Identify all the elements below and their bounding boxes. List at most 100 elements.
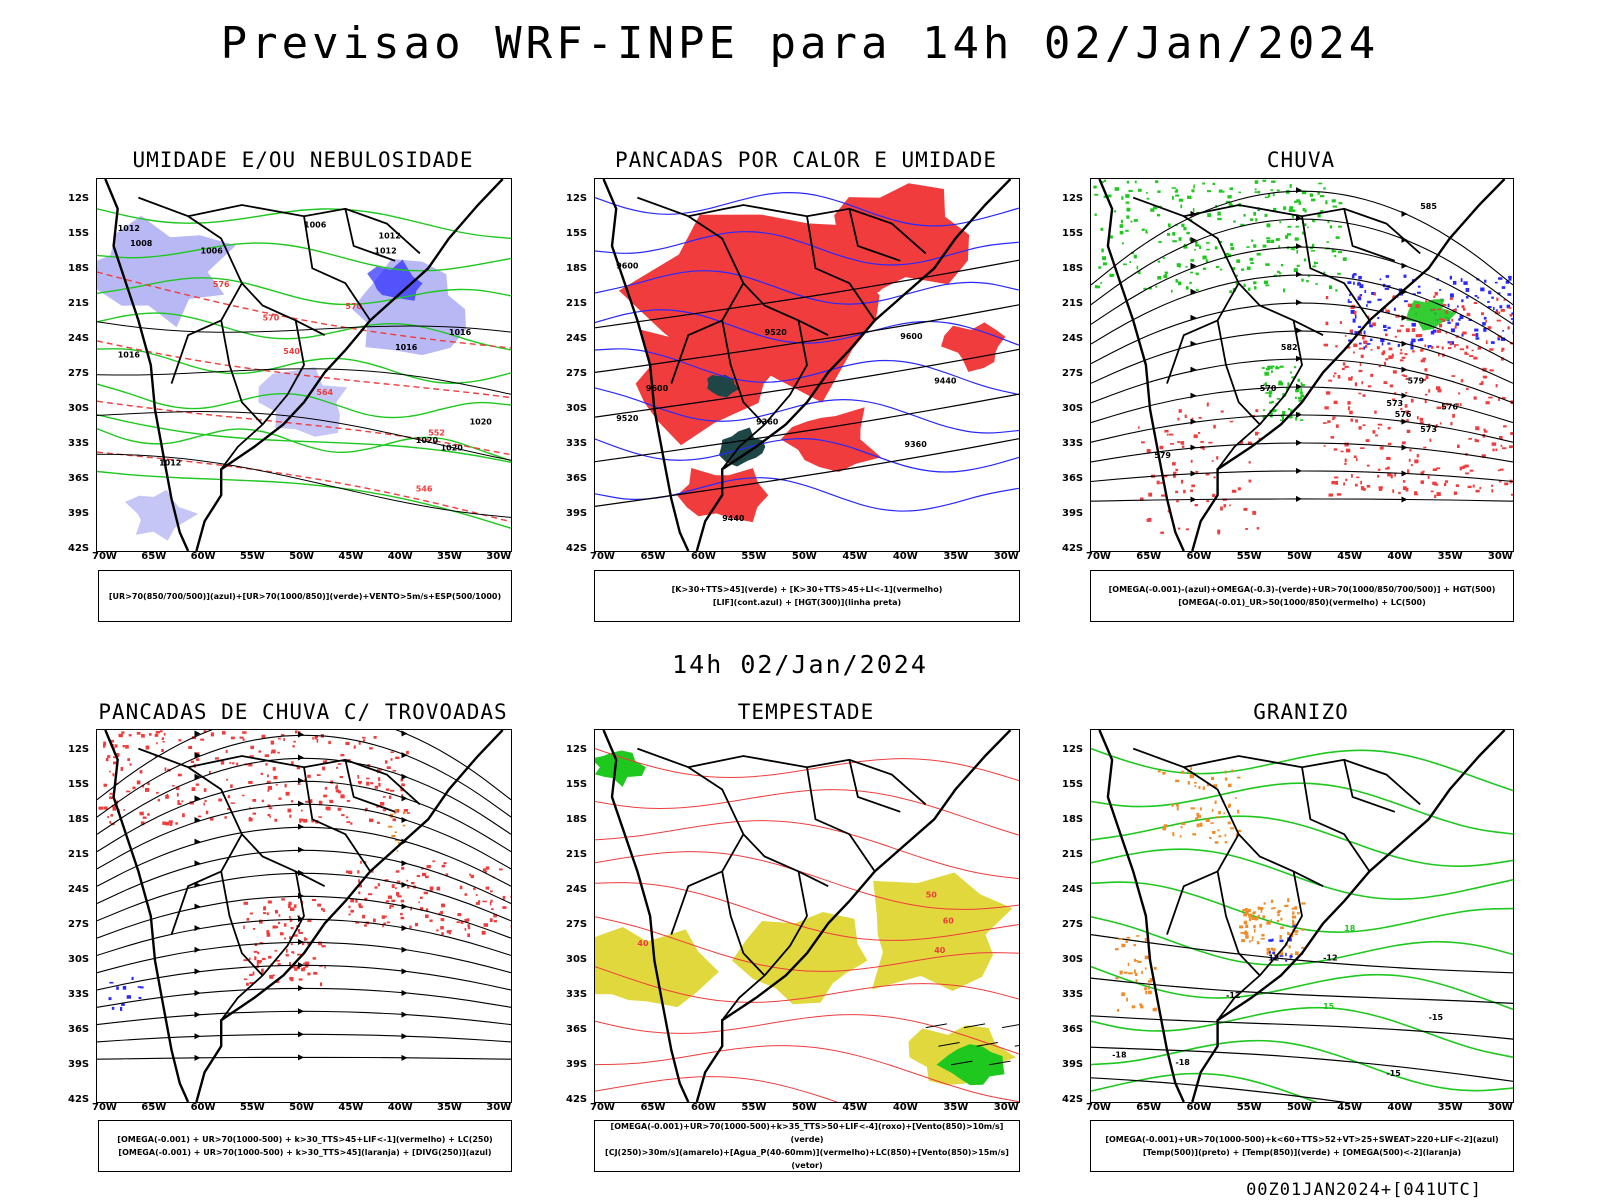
map-pancadas-trovoadas — [96, 729, 512, 1103]
contour-label: 9440 — [722, 514, 745, 523]
lat-tick-label: 12S — [566, 744, 588, 755]
contour-label: 573 — [1386, 399, 1403, 408]
chuva-streamline-11 — [1091, 498, 1513, 502]
legend-umidade: [UR>70(850/700/500)](azul)+[UR>70(1000/8… — [98, 570, 512, 622]
contour-label: 40 — [934, 946, 946, 955]
streamline-arrow-icon — [194, 795, 201, 802]
map-canvas-tempestade: 40 50 60 40 — [595, 730, 1019, 1102]
lat-tick-label: 33S — [1062, 438, 1084, 449]
water-red-contour — [595, 966, 1019, 1003]
lat-tick-label: 42S — [1062, 1094, 1084, 1105]
wind-vector-icon — [951, 1060, 973, 1066]
humidity-green-contour — [97, 208, 511, 240]
streamline-arrow-icon — [1296, 439, 1302, 446]
lat-tick-label: 36S — [1062, 1024, 1084, 1035]
streamline-arrow-icon — [401, 795, 408, 802]
contour-label: 1012 — [118, 224, 140, 233]
lat-tick-label: 30S — [1062, 954, 1084, 965]
lat-tick-label: 18S — [566, 263, 588, 274]
subtitle-time: 14h 02/Jan/2024 — [672, 650, 928, 679]
instability-green-area — [707, 374, 739, 398]
legend-line: [CJ(250)>30m/s](amarelo)+[Agua_P(40-60mm… — [605, 1148, 1009, 1170]
lif-blue-contour — [595, 270, 1019, 305]
contour-label: 1020 — [441, 444, 464, 453]
wind-vector-icon — [1014, 1044, 1019, 1047]
legend-line: [OMEGA(-0.001)+UR>70(1000-500)+k>35_TTS>… — [610, 1122, 1004, 1144]
lon-tick-label: 70W — [92, 1102, 117, 1113]
hgt-black-contour — [595, 438, 1019, 507]
trovoada-streamline-4 — [97, 803, 511, 870]
thickness-red-dashed — [97, 340, 511, 399]
lat-tick-label: 42S — [566, 543, 588, 554]
lat-tick-label: 36S — [68, 1024, 90, 1035]
contour-label: 1008 — [130, 239, 153, 248]
lat-tick-label: 39S — [566, 508, 588, 519]
wind-vector-icon — [938, 1042, 960, 1047]
streamline-arrow-icon — [194, 752, 201, 759]
streamline-arrow-icon — [1296, 495, 1302, 502]
lon-tick-label: 40W — [387, 551, 413, 562]
streamline-arrow-icon — [1296, 355, 1302, 362]
coastline-borders — [1098, 730, 1506, 1102]
lon-tick-label: 30W — [993, 551, 1019, 562]
water-red-contour — [595, 789, 1019, 836]
legend-chuva: [OMEGA(-0.001)-(azul)+OMEGA(-0.3)-(verde… — [1090, 570, 1514, 622]
legend-line: [OMEGA(-0.001) + UR>70(1000-500) + k>30_… — [117, 1135, 493, 1144]
lat-tick-label: 15S — [68, 779, 90, 790]
trovoada-streamline-9 — [97, 918, 511, 956]
contour-label: 573 — [1420, 425, 1437, 434]
lat-tick-label: 39S — [1062, 508, 1084, 519]
lon-tick-label: 70W — [590, 551, 615, 562]
storm-red-dots — [346, 860, 511, 938]
streamline-arrow-icon — [1296, 411, 1302, 418]
thickness-red-dashed — [97, 451, 511, 523]
lat-tick-label: 30S — [566, 403, 588, 414]
streamline-arrow-icon — [298, 1008, 304, 1015]
lon-tick-label: 55W — [1236, 1102, 1262, 1113]
lif-blue-contour — [595, 231, 1019, 266]
lat-tick-label: 30S — [68, 954, 90, 965]
humidity-dense-area — [367, 259, 423, 301]
humidity-green-contour — [97, 428, 511, 462]
legend-pancadas-trovoadas: [OMEGA(-0.001) + UR>70(1000-500) + k>30_… — [98, 1120, 512, 1172]
lon-tick-label: 65W — [1136, 551, 1162, 562]
panel-title-umidade: UMIDADE E/OU NEBULOSIDADE — [132, 148, 474, 172]
lat-tick-label: 21S — [566, 298, 588, 309]
lat-tick-label: 42S — [1062, 543, 1084, 554]
contour-label: -12 — [1323, 954, 1337, 963]
rain-green-dots — [1261, 365, 1305, 421]
trovoada-streamline-5 — [97, 826, 511, 887]
streamline-arrow-icon — [1401, 392, 1408, 399]
lat-tick-label: 15S — [566, 779, 588, 790]
lon-tick-label: 45W — [338, 1102, 364, 1113]
lat-tick-label: 15S — [1062, 228, 1084, 239]
lat-tick-label: 36S — [1062, 473, 1084, 484]
streamline-arrow-icon — [401, 903, 408, 910]
hgt-black-contour — [595, 304, 1019, 373]
lat-tick-label: 24S — [1062, 884, 1084, 895]
contour-label: 9520 — [616, 414, 639, 423]
streamline-arrow-icon — [298, 1031, 304, 1038]
rain-red-dots — [1138, 402, 1261, 535]
lif-blue-contour — [595, 387, 1019, 434]
streamline-arrow-icon — [1296, 215, 1302, 222]
legend-pancadas-calor: [K>30+TTS>45](verde) + [K>30+TTS>45+LI<-… — [594, 570, 1020, 622]
coastline-borders — [602, 179, 1012, 551]
contour-label: -18 — [1112, 1050, 1127, 1059]
map-canvas-umidade: 1012 1008 1006 1006 1012 1012 1016 1016 1016 1020… — [97, 179, 511, 551]
lat-tick-label: 12S — [566, 193, 588, 204]
streamline-arrow-icon — [194, 816, 201, 823]
streamline-arrow-icon — [298, 846, 304, 853]
wind-green-area — [936, 1044, 1005, 1086]
lon-tick-label: 50W — [289, 551, 315, 562]
streamline-arrow-icon — [401, 860, 408, 867]
coastline-borders — [602, 730, 1012, 1102]
contour-label: 1006 — [304, 220, 327, 229]
map-canvas-pancadas-trovoadas — [97, 730, 511, 1102]
map-umidade: 1012 1008 1006 1006 1012 1012 1016 1016 1016 1020… — [96, 178, 512, 552]
lon-tick-label: 45W — [1337, 1102, 1363, 1113]
lat-tick-label: 33S — [68, 438, 90, 449]
lat-tick-label: 36S — [566, 473, 588, 484]
panel-title-chuva: CHUVA — [1266, 148, 1336, 172]
lat-tick-label: 42S — [566, 1094, 588, 1105]
